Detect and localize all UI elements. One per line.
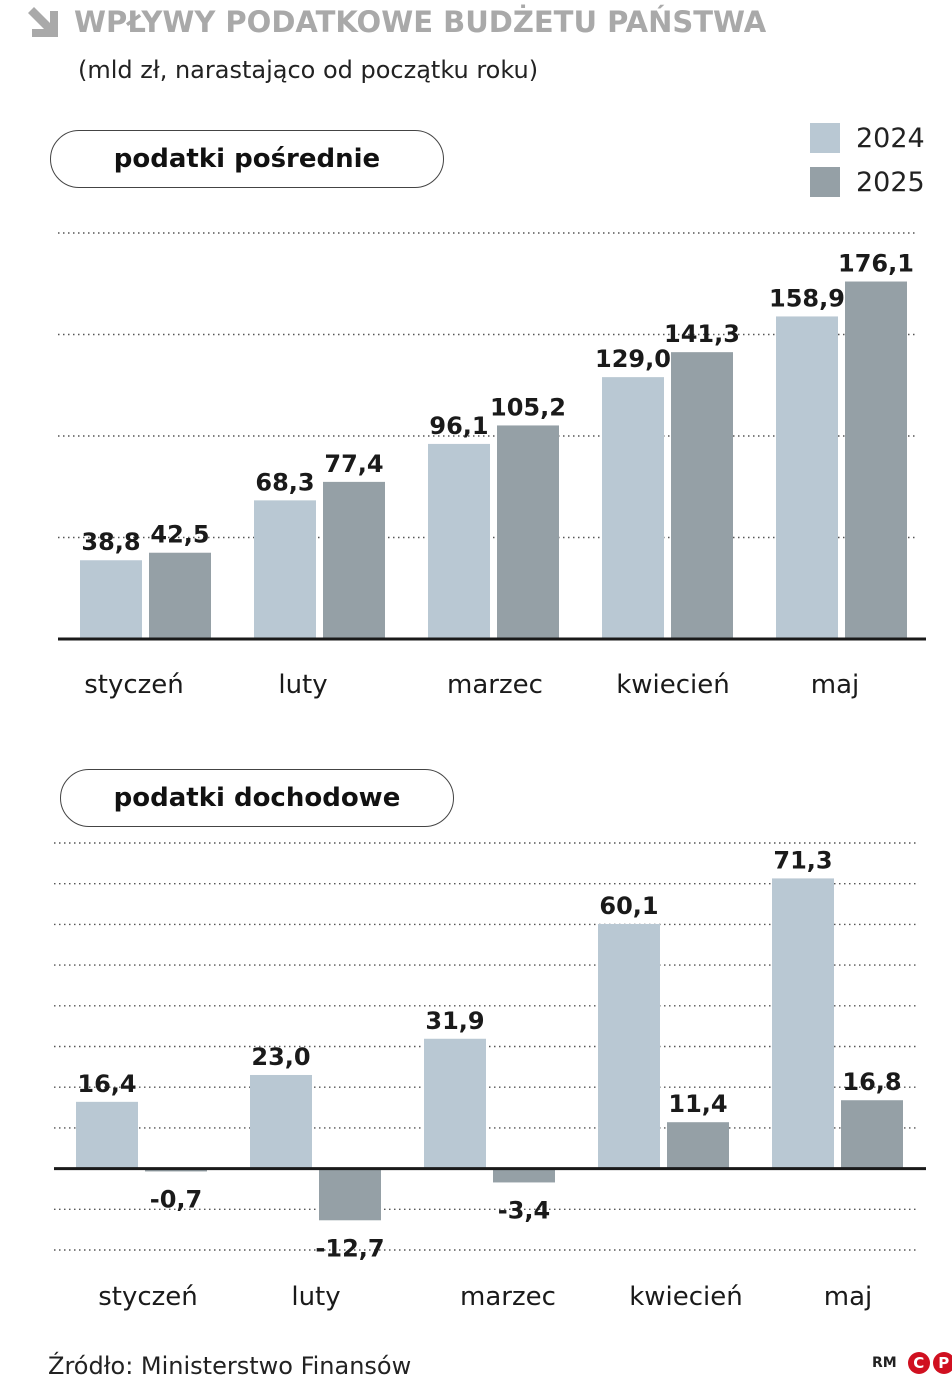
data-label-2025-4: 141,3: [664, 320, 740, 348]
data-label-2025-5: 176,1: [838, 250, 914, 278]
bar-2025-3: [497, 425, 559, 639]
bar-2024-1: [80, 560, 142, 639]
legend: 2024 2025: [810, 116, 925, 204]
category-label-2: luty: [291, 1282, 340, 1312]
category-label-4: kwiecień: [616, 670, 730, 700]
data-label-2024-4: 60,1: [599, 892, 658, 920]
data-label-2024-2: 23,0: [251, 1043, 310, 1071]
bar-2024-1: [76, 1101, 138, 1169]
legend-label-2025: 2025: [856, 166, 925, 198]
category-label-1: styczeń: [84, 670, 184, 700]
brand-p-mark: P: [932, 1352, 952, 1374]
data-label-2024-1: 38,8: [81, 528, 140, 556]
bar-2024-4: [598, 923, 660, 1169]
legend-label-2024: 2024: [856, 122, 925, 154]
bar-2025-2: [319, 1168, 381, 1221]
data-label-2025-3: -3,4: [498, 1196, 550, 1224]
chart-subtitle: (mld zł, narastająco od początku roku): [78, 56, 539, 84]
category-label-3: marzec: [447, 670, 543, 700]
bar-2024-4: [602, 377, 664, 639]
data-label-2025-2: 77,4: [324, 450, 383, 478]
bar-2024-5: [772, 878, 834, 1169]
bar-2024-3: [428, 443, 490, 639]
category-label-5: maj: [824, 1282, 872, 1312]
legend-swatch-2025: [810, 167, 840, 197]
data-label-2024-4: 129,0: [595, 345, 671, 373]
category-label-2: luty: [278, 670, 327, 700]
bar-2025-5: [841, 1100, 903, 1169]
data-label-2024-5: 158,9: [769, 284, 845, 312]
header: WPŁYWY PODATKOWE BUDŻETU PAŃSTWA: [26, 2, 766, 42]
bar-2024-2: [254, 500, 316, 639]
data-label-2025-4: 11,4: [668, 1090, 727, 1118]
chart-title: WPŁYWY PODATKOWE BUDŻETU PAŃSTWA: [74, 5, 767, 39]
category-label-5: maj: [811, 670, 859, 700]
data-label-2025-5: 16,8: [842, 1068, 901, 1096]
brand-logo: RM C P: [872, 1352, 952, 1374]
data-label-2025-3: 105,2: [490, 393, 566, 421]
data-label-2025-2: -12,7: [315, 1234, 384, 1262]
data-label-2024-3: 31,9: [425, 1007, 484, 1035]
bar-2025-2: [323, 481, 385, 639]
category-label-1: styczeń: [98, 1282, 198, 1312]
category-label-3: marzec: [460, 1282, 556, 1312]
bar-2025-5: [845, 281, 907, 639]
section-pill-income-taxes: podatki dochodowe: [60, 769, 454, 827]
category-label-4: kwiecień: [629, 1282, 743, 1312]
bar-2024-5: [776, 316, 838, 639]
legend-item-2025: 2025: [810, 160, 925, 204]
bar-2024-2: [250, 1074, 312, 1169]
section-pill-indirect-taxes: podatki pośrednie: [50, 130, 444, 188]
bar-2024-3: [424, 1038, 486, 1169]
data-label-2024-2: 68,3: [255, 468, 314, 496]
source-note: Źródło: Ministerstwo Finansów: [48, 1352, 412, 1380]
brand-c-mark: C: [907, 1352, 930, 1374]
chart-income-taxes: 16,4 -0,7 styczeń 23,0 -12,7 luty 31,9 -3,4 marz…: [54, 842, 926, 1312]
data-label-2024-3: 96,1: [429, 412, 488, 440]
brand-initials: RM: [872, 1355, 897, 1371]
data-label-2025-1: -0,7: [150, 1185, 202, 1213]
bar-2025-4: [667, 1122, 729, 1169]
bar-2025-4: [671, 352, 733, 639]
arrow-down-right-icon: [28, 7, 58, 37]
data-label-2024-5: 71,3: [773, 846, 832, 874]
bar-2025-1: [149, 552, 211, 639]
data-label-2025-1: 42,5: [150, 521, 209, 549]
legend-item-2024: 2024: [810, 116, 925, 160]
bar-2025-3: [493, 1168, 555, 1183]
data-label-2024-1: 16,4: [77, 1070, 136, 1098]
legend-swatch-2024: [810, 123, 840, 153]
